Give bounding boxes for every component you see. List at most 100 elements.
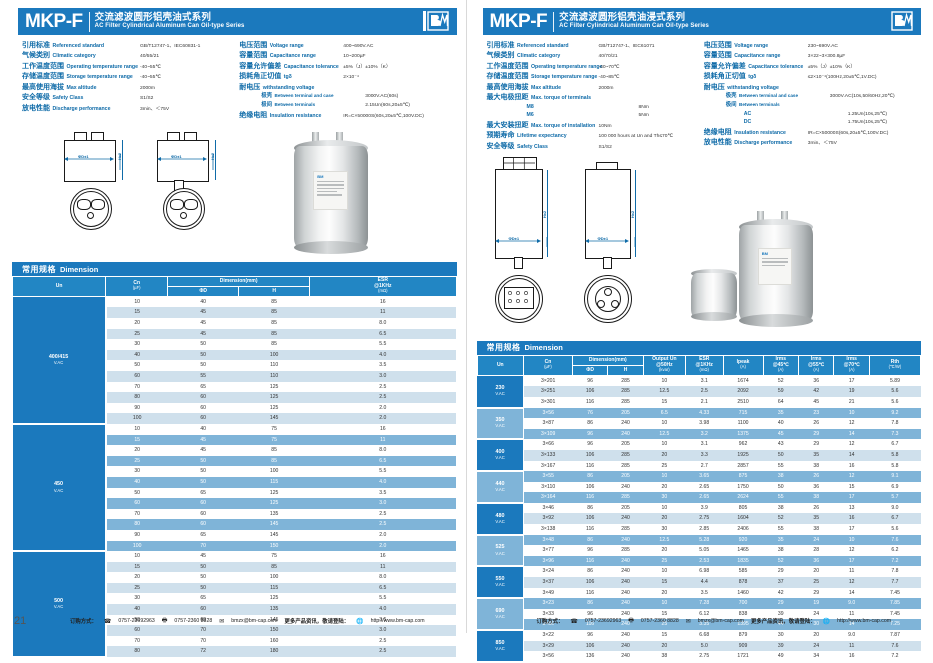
- table-cell: 75: [239, 424, 310, 435]
- table-cell: 2.5: [310, 382, 456, 393]
- table-cell: 3.0: [310, 498, 456, 509]
- table-cell: 10: [643, 471, 685, 482]
- dim-height-label: H±2: [117, 153, 122, 160]
- table-cell: 70: [106, 636, 168, 647]
- table-cell: 3×49: [524, 588, 573, 599]
- table-cell: 5.05: [685, 545, 723, 556]
- table-cell: 26: [798, 471, 833, 482]
- table-cell: 125: [239, 498, 310, 509]
- table-cell: 1674: [723, 375, 763, 386]
- table-cell: 16: [834, 651, 869, 662]
- table-cell: 72: [168, 646, 239, 657]
- table-cell: 50: [168, 339, 239, 350]
- th-un: Un: [13, 277, 106, 297]
- table-cell: 7.8: [869, 418, 920, 429]
- table-cell: 40: [168, 424, 239, 435]
- table-cell: 3×92: [524, 513, 573, 524]
- table-cell: 1460: [723, 588, 763, 599]
- th-ipeak: Ipeak(A): [723, 355, 763, 375]
- table-cell: 10: [643, 439, 685, 450]
- table-cell: 36: [798, 556, 833, 567]
- table-cell: 50: [763, 450, 798, 461]
- page-21-header: MKP-F 交流滤波圆形铝壳油式系列 AC Filter Cylindrical…: [12, 8, 457, 35]
- table-cell: 1925: [723, 450, 763, 461]
- table-cell: 9.0: [834, 598, 869, 609]
- table-cell: 2857: [723, 461, 763, 472]
- table-cell: 45: [168, 307, 239, 318]
- th-diameter: ΦD: [572, 365, 607, 375]
- table-cell: 80: [106, 392, 168, 403]
- th-dimension: Dimension(mm): [572, 355, 643, 365]
- table-cell: 240: [608, 535, 643, 546]
- table-cell: 85: [239, 296, 310, 307]
- table-cell: 10: [643, 598, 685, 609]
- product-photo-capacitor: BM: [294, 132, 368, 254]
- table-cell: 240: [608, 513, 643, 524]
- table-cell: 17: [834, 556, 869, 567]
- table-cell: 3×29: [524, 641, 573, 652]
- table-cell: 3×167: [524, 461, 573, 472]
- table-cell: 30: [643, 524, 685, 535]
- page-22-footer: . 订购方式： ☎ 0757-23692963 🖶 0757-2360 8828…: [467, 615, 933, 627]
- table-cell: 76: [572, 408, 607, 419]
- table-cell: 100: [239, 350, 310, 361]
- website-url[interactable]: http://www.bm-cap.com: [837, 618, 891, 624]
- table-cell: 6.5: [310, 329, 456, 340]
- website-url[interactable]: http://www.bm-cap.com: [371, 618, 425, 624]
- table-cell: 30: [106, 339, 168, 350]
- table-cell: 10: [643, 375, 685, 386]
- table-cell: 2.75: [685, 651, 723, 662]
- table-cell: 24: [798, 641, 833, 652]
- table-cell: 25: [643, 461, 685, 472]
- table-cell: 6.98: [685, 566, 723, 577]
- product-photo-capacitor-large: BM: [739, 211, 813, 327]
- table-cell: 12: [834, 545, 869, 556]
- table-cell: 16: [310, 296, 456, 307]
- table-cell: 116: [572, 492, 607, 503]
- bm-logo: [423, 11, 453, 31]
- table-cell: 20: [798, 566, 833, 577]
- table-cell: 45: [798, 397, 833, 408]
- table-cell: 2.5: [310, 509, 456, 520]
- table-cell: 1750: [723, 482, 763, 493]
- table-cell: 38: [763, 545, 798, 556]
- table-cell: 240: [608, 482, 643, 493]
- table-cell: 5.89: [869, 375, 920, 386]
- table-cell: 86: [572, 503, 607, 514]
- th-height: H: [608, 365, 643, 375]
- table-cell: 115: [239, 477, 310, 488]
- table-cell: 100: [106, 413, 168, 424]
- page-22-title-cn: 交流滤波圆形铝壳油浸式系列: [559, 13, 709, 23]
- th-cn: Cn(µF): [524, 355, 573, 375]
- table-cell: 2.85: [685, 524, 723, 535]
- page-21-table-title: 常用规格 Dimension: [12, 262, 457, 276]
- table-cell: 60: [168, 498, 239, 509]
- table-cell: 36: [798, 482, 833, 493]
- table-cell: 240: [608, 418, 643, 429]
- table-cell: 106: [572, 450, 607, 461]
- phone-number: 0757-23692963: [585, 618, 621, 624]
- table-cell: 20: [643, 482, 685, 493]
- table-cell: 20: [106, 572, 168, 583]
- table-cell: 90: [106, 530, 168, 541]
- table-cell: 125: [239, 382, 310, 393]
- table-cell: 19: [834, 386, 869, 397]
- table-cell: 25: [106, 456, 168, 467]
- table-cell: 70: [106, 382, 168, 393]
- table-cell: 7.28: [685, 598, 723, 609]
